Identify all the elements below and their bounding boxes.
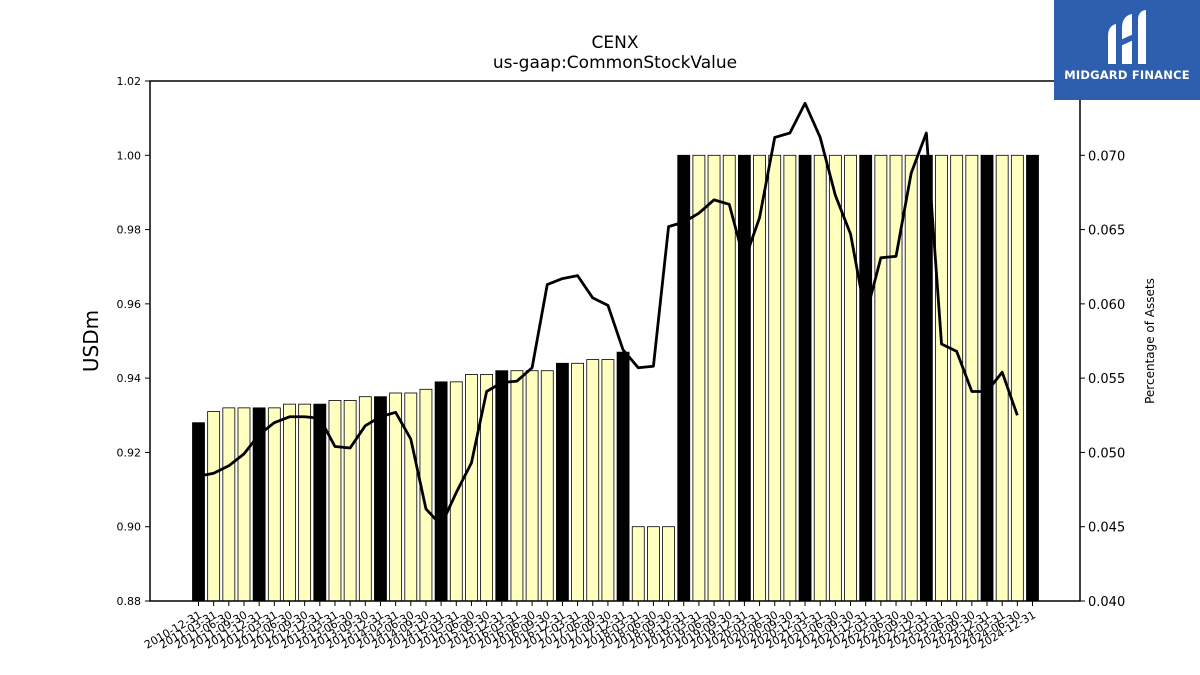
left-tick-label: 0.98 <box>117 224 142 237</box>
right-tick-label: 0.050 <box>1088 446 1125 461</box>
bar-2020-06-30 <box>768 154 782 602</box>
left-tick-label: 1.02 <box>117 75 142 88</box>
bar-2012-12-31 <box>313 403 327 602</box>
plot-frame <box>149 80 1081 602</box>
bar-2017-03-31 <box>571 362 584 602</box>
bar-2012-09-30 <box>298 403 312 602</box>
chart-subtitle: us-gaap:CommonStockValue <box>493 53 737 73</box>
bar-2019-03-31 <box>692 154 706 602</box>
chart-title: CENX <box>592 33 639 53</box>
midgard-finance-logo: MIDGARD FINANCE <box>1054 0 1200 100</box>
bar-2013-06-30 <box>343 400 357 602</box>
logo-text: MIDGARD FINANCE <box>1064 68 1190 82</box>
right-axis: 0.040 0.045 0.050 0.055 0.060 0.065 0.070 <box>1080 149 1125 610</box>
percentage-of-assets-line <box>198 101 1019 527</box>
left-axis: 0.88 0.90 0.92 0.94 0.96 0.98 1.00 1.02 <box>117 75 150 608</box>
bar-2021-03-31 <box>813 154 827 602</box>
bar-2018-06-30 <box>647 526 660 602</box>
bar-2015-12-31 <box>495 370 509 602</box>
right-tick-label: 0.060 <box>1088 298 1125 313</box>
bar-2021-06-30 <box>828 154 842 602</box>
left-tick-label: 0.96 <box>117 298 142 311</box>
bar-2022-09-30 <box>904 154 918 602</box>
bar-2016-09-30 <box>540 370 554 602</box>
bar-2014-03-31 <box>389 392 403 602</box>
bar-2023-03-31 <box>935 154 948 602</box>
left-tick-label: 0.88 <box>117 595 142 608</box>
right-tick-label: 0.070 <box>1088 149 1125 164</box>
bar-2017-09-30 <box>601 359 615 602</box>
bar-2023-06-30 <box>950 154 964 602</box>
right-tick-label: 0.045 <box>1088 521 1125 536</box>
bar-2013-12-31 <box>374 396 387 602</box>
bar-2019-06-30 <box>707 154 721 602</box>
bar-2011-09-30 <box>237 407 251 602</box>
bar-2020-12-31 <box>798 154 812 602</box>
bar-2012-06-30 <box>283 403 296 602</box>
bar-2024-06-30 <box>1010 154 1024 602</box>
bar-2023-12-31 <box>980 154 994 602</box>
right-tick-label: 0.065 <box>1088 224 1125 239</box>
bar-2011-06-30 <box>222 407 236 602</box>
bar-2018-03-31 <box>631 526 645 602</box>
bar-2017-12-31 <box>616 351 630 602</box>
bar-2022-03-31 <box>874 154 888 602</box>
bar-2016-12-31 <box>556 362 569 602</box>
right-tick-label: 0.040 <box>1088 595 1125 610</box>
x-axis: 2010-12-312011-03-312011-06-302011-09-30… <box>142 601 1038 652</box>
bar-2017-06-30 <box>586 359 600 602</box>
bar-2022-06-30 <box>889 154 903 602</box>
bar-2013-03-31 <box>328 400 342 602</box>
left-tick-label: 0.94 <box>117 372 142 385</box>
bar-2014-12-31 <box>434 381 448 602</box>
left-tick-label: 1.00 <box>117 149 142 162</box>
bar-2015-06-30 <box>465 374 478 602</box>
right-axis-label: Percentage of Assets <box>1143 278 1157 404</box>
bar-2012-03-31 <box>267 407 281 602</box>
bar-2011-03-31 <box>207 411 221 602</box>
bar-series <box>192 154 1039 602</box>
bar-2019-12-31 <box>737 154 751 602</box>
left-tick-label: 0.92 <box>117 446 142 459</box>
bar-2024-12-31 <box>1026 154 1039 602</box>
bar-2020-09-30 <box>783 154 797 602</box>
bar-2021-12-31 <box>859 154 873 602</box>
left-axis-label: USDm <box>79 310 103 372</box>
line-series <box>198 101 1019 527</box>
bar-2016-03-31 <box>510 370 524 602</box>
bar-2014-06-30 <box>404 392 418 602</box>
bar-2022-12-31 <box>919 154 933 602</box>
bar-2010-12-31 <box>192 422 205 602</box>
right-tick-label: 0.055 <box>1088 372 1125 387</box>
left-tick-label: 0.90 <box>117 521 142 534</box>
bar-2016-06-30 <box>525 370 539 602</box>
bar-2020-03-31 <box>753 154 766 602</box>
midgard-logo-icon <box>1108 10 1146 64</box>
bar-2018-09-30 <box>662 526 675 602</box>
